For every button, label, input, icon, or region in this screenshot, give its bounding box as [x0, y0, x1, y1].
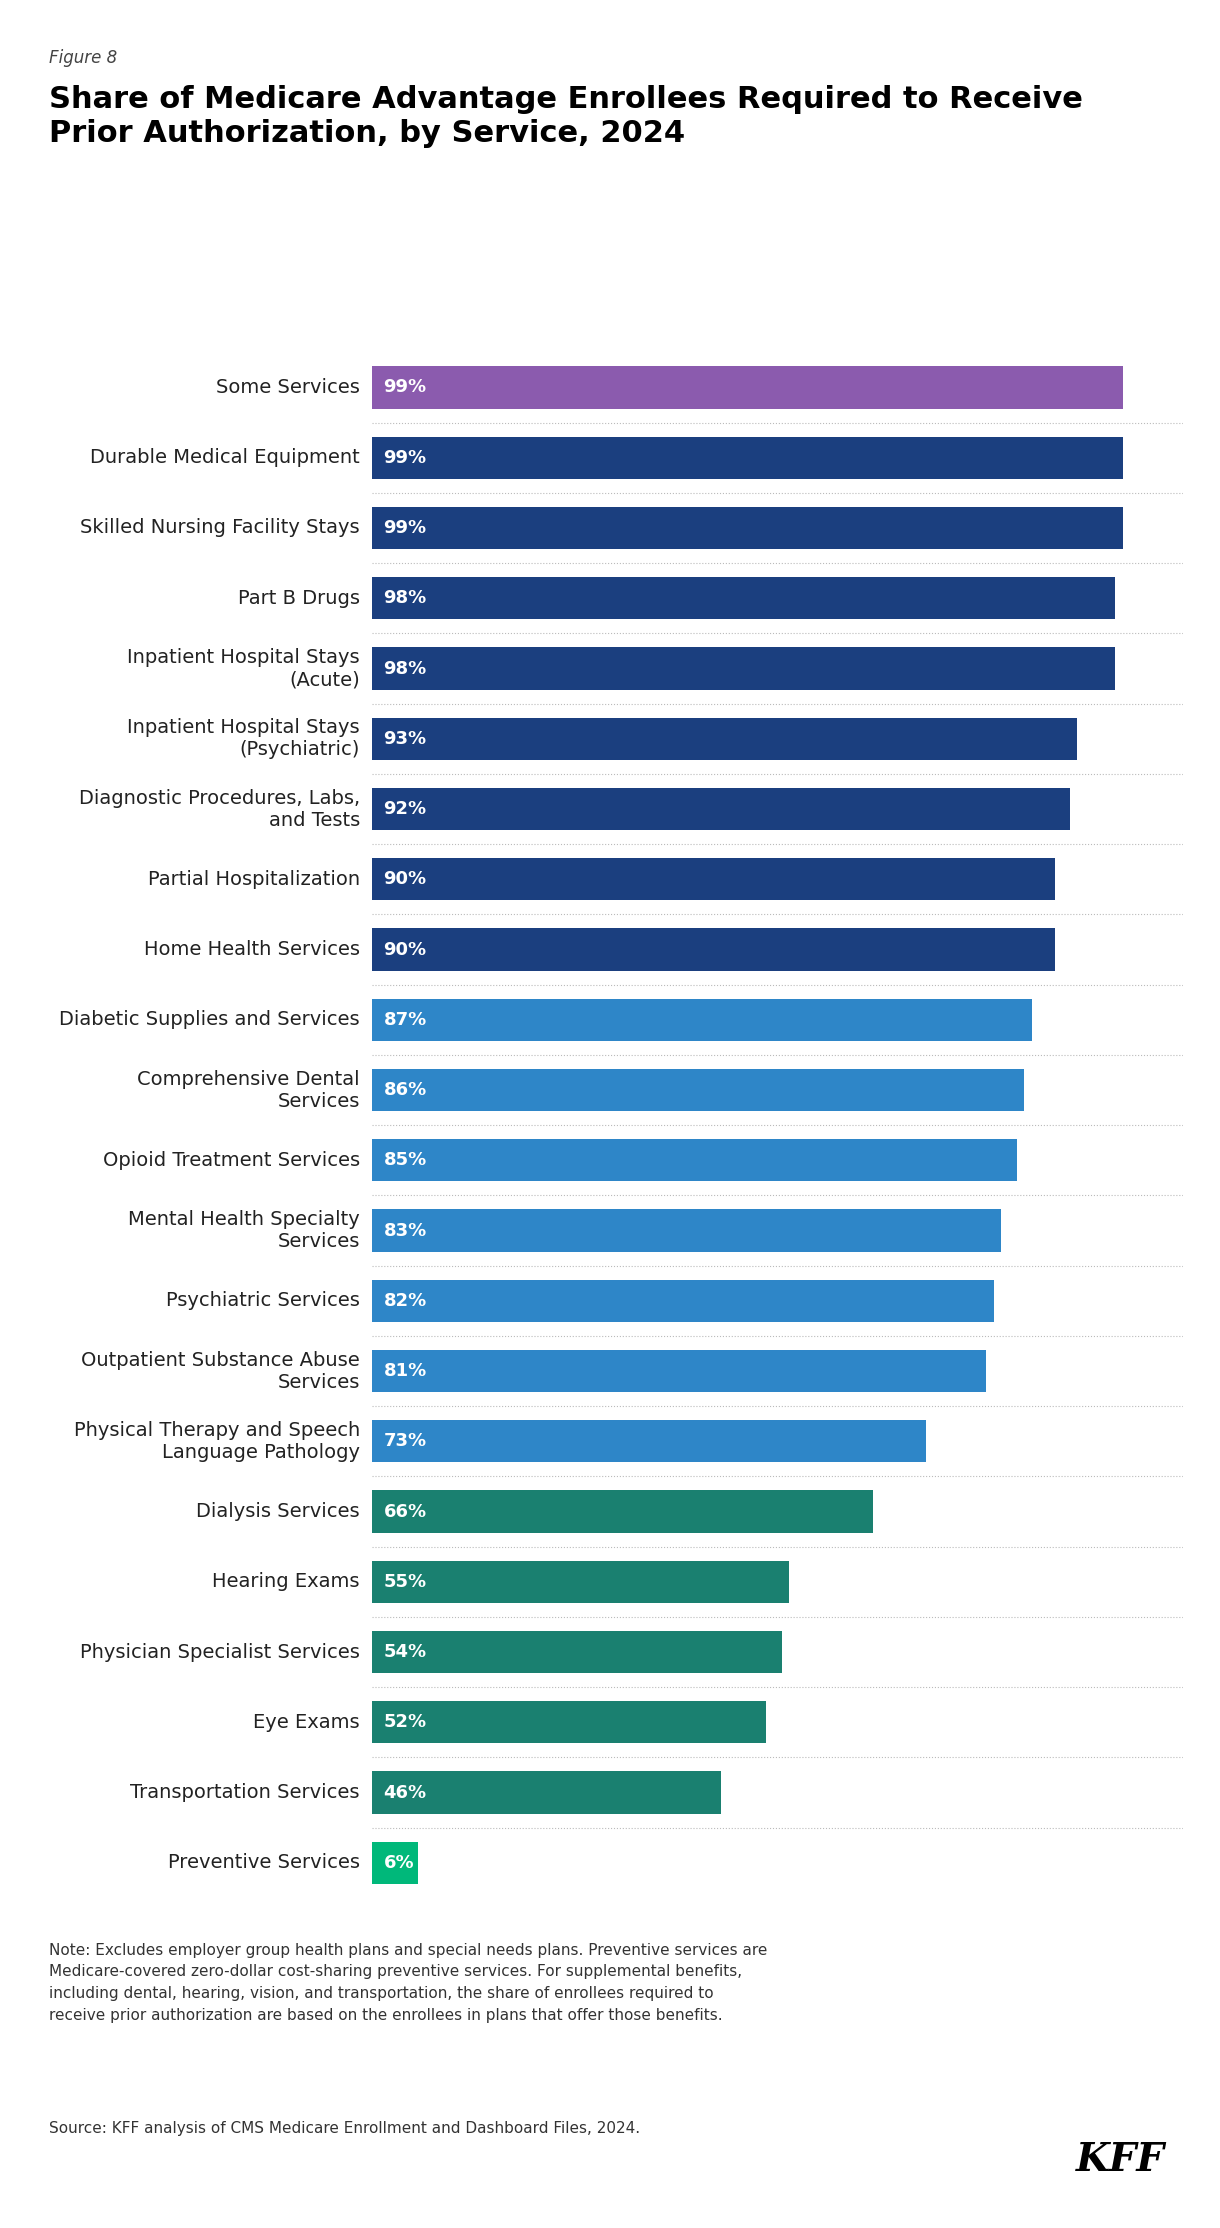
Text: Home Health Services: Home Health Services — [144, 940, 360, 958]
Text: Mental Health Specialty
Services: Mental Health Specialty Services — [128, 1210, 360, 1250]
Text: 46%: 46% — [383, 1785, 427, 1802]
Text: Share of Medicare Advantage Enrollees Required to Receive
Prior Authorization, b: Share of Medicare Advantage Enrollees Re… — [49, 85, 1082, 149]
Bar — [372, 1843, 417, 1885]
Text: Outpatient Substance Abuse
Services: Outpatient Substance Abuse Services — [82, 1350, 360, 1392]
Text: 73%: 73% — [383, 1433, 427, 1450]
Bar — [372, 717, 1077, 760]
Bar — [372, 1069, 1024, 1112]
Text: Durable Medical Equipment: Durable Medical Equipment — [90, 448, 360, 468]
Text: Skilled Nursing Facility Stays: Skilled Nursing Facility Stays — [81, 519, 360, 537]
Bar — [372, 577, 1115, 619]
Bar — [372, 1139, 1016, 1181]
Bar — [372, 1210, 1002, 1252]
Bar — [372, 437, 1122, 479]
Text: 66%: 66% — [383, 1502, 427, 1519]
Bar — [372, 1771, 721, 1814]
Text: 6%: 6% — [383, 1854, 414, 1872]
Text: Diagnostic Procedures, Labs,
and Tests: Diagnostic Procedures, Labs, and Tests — [79, 789, 360, 829]
Text: Some Services: Some Services — [216, 379, 360, 397]
Text: 55%: 55% — [383, 1573, 427, 1591]
Text: Inpatient Hospital Stays
(Acute): Inpatient Hospital Stays (Acute) — [127, 648, 360, 688]
Text: 85%: 85% — [383, 1152, 427, 1170]
Text: 54%: 54% — [383, 1642, 427, 1662]
Text: 90%: 90% — [383, 871, 427, 889]
Text: Source: KFF analysis of CMS Medicare Enrollment and Dashboard Files, 2024.: Source: KFF analysis of CMS Medicare Enr… — [49, 2121, 640, 2137]
Text: 82%: 82% — [383, 1292, 427, 1310]
Text: 92%: 92% — [383, 800, 427, 818]
Text: Dialysis Services: Dialysis Services — [196, 1502, 360, 1522]
Bar — [372, 648, 1115, 691]
Text: 99%: 99% — [383, 519, 427, 537]
Text: 81%: 81% — [383, 1361, 427, 1379]
Text: Note: Excludes employer group health plans and special needs plans. Preventive s: Note: Excludes employer group health pla… — [49, 1943, 767, 2023]
Text: Inpatient Hospital Stays
(Psychiatric): Inpatient Hospital Stays (Psychiatric) — [127, 717, 360, 760]
Bar — [372, 365, 1122, 408]
Text: 98%: 98% — [383, 588, 427, 608]
Text: Part B Drugs: Part B Drugs — [238, 588, 360, 608]
Bar — [372, 1491, 872, 1533]
Text: 52%: 52% — [383, 1713, 427, 1731]
Text: Partial Hospitalization: Partial Hospitalization — [148, 869, 360, 889]
Text: 90%: 90% — [383, 940, 427, 958]
Bar — [372, 1419, 926, 1462]
Text: Comprehensive Dental
Services: Comprehensive Dental Services — [138, 1069, 360, 1110]
Bar — [372, 789, 1070, 831]
Text: 87%: 87% — [383, 1012, 427, 1029]
Text: Transportation Services: Transportation Services — [131, 1782, 360, 1802]
Text: KFF: KFF — [1076, 2141, 1165, 2179]
Bar — [372, 1560, 789, 1602]
Bar — [372, 1350, 986, 1392]
Text: Opioid Treatment Services: Opioid Treatment Services — [102, 1152, 360, 1170]
Text: Figure 8: Figure 8 — [49, 49, 117, 67]
Bar — [372, 858, 1054, 900]
Text: 99%: 99% — [383, 379, 427, 397]
Text: Psychiatric Services: Psychiatric Services — [166, 1292, 360, 1310]
Text: 98%: 98% — [383, 659, 427, 677]
Bar — [372, 1279, 994, 1321]
Text: 93%: 93% — [383, 731, 427, 749]
Text: Physical Therapy and Speech
Language Pathology: Physical Therapy and Speech Language Pat… — [73, 1421, 360, 1462]
Text: Eye Exams: Eye Exams — [254, 1713, 360, 1731]
Bar — [372, 1631, 782, 1673]
Text: 83%: 83% — [383, 1221, 427, 1239]
Text: Hearing Exams: Hearing Exams — [212, 1573, 360, 1591]
Bar — [372, 1702, 766, 1742]
Text: Physician Specialist Services: Physician Specialist Services — [81, 1642, 360, 1662]
Text: Preventive Services: Preventive Services — [168, 1854, 360, 1872]
Bar — [372, 929, 1054, 971]
Bar — [372, 508, 1122, 548]
Text: 99%: 99% — [383, 448, 427, 466]
Text: 86%: 86% — [383, 1081, 427, 1098]
Text: Diabetic Supplies and Services: Diabetic Supplies and Services — [60, 1009, 360, 1029]
Bar — [372, 998, 1032, 1040]
